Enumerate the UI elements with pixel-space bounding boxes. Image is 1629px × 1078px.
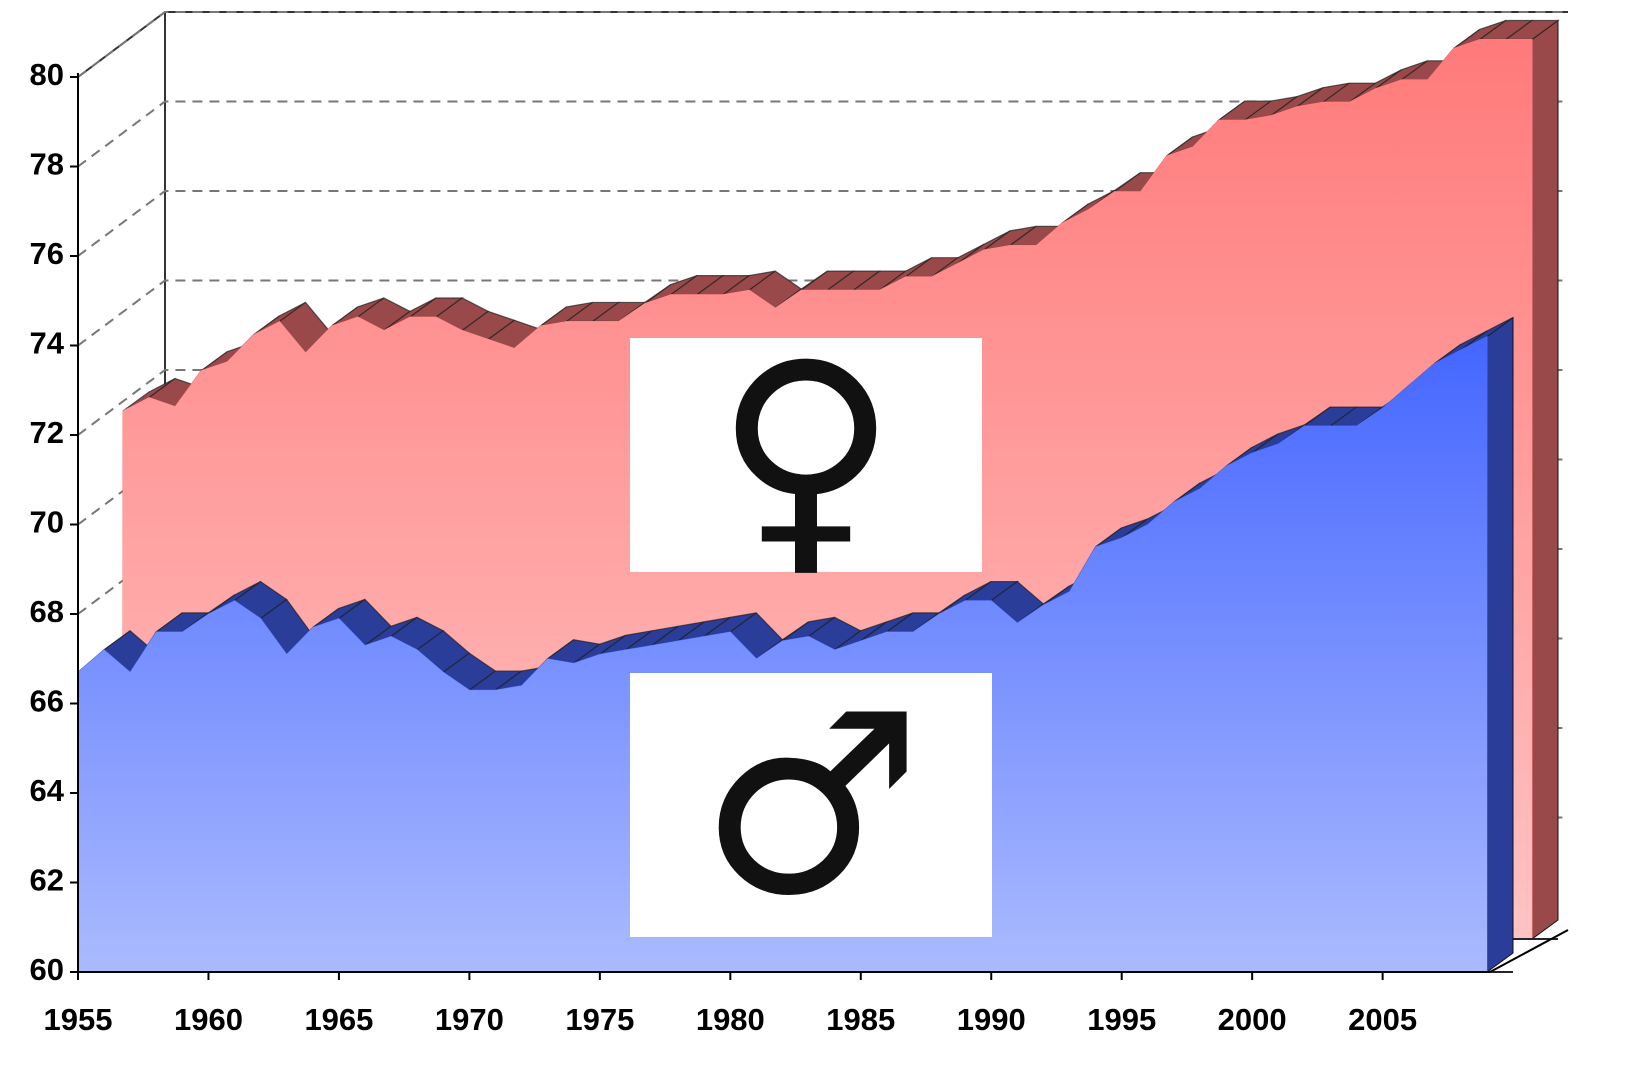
area-side-face (1486, 316, 1514, 973)
legend-symbol: ♂ (699, 660, 923, 951)
x-tick-label: 2000 (1218, 1002, 1287, 1037)
x-tick-label: 1990 (957, 1002, 1026, 1037)
x-tick-label: 1960 (174, 1002, 243, 1037)
y-tick-label: 66 (30, 684, 64, 719)
x-tick-label: 1975 (565, 1002, 634, 1037)
y-tick-label: 72 (30, 415, 64, 450)
y-tick-label: 62 (30, 863, 64, 898)
grid-line (77, 100, 1568, 168)
legend-box (630, 673, 992, 937)
area-shading (78, 336, 1487, 972)
legend-symbol: ♀ (714, 310, 897, 601)
legend-box (630, 338, 982, 572)
y-tick-label: 60 (30, 952, 64, 987)
y-tick-label: 76 (30, 236, 64, 271)
y-tick-label: 68 (30, 594, 64, 629)
x-tick-label: 1985 (826, 1002, 895, 1037)
x-tick-label: 2005 (1348, 1002, 1417, 1037)
x-tick-label: 1965 (304, 1002, 373, 1037)
y-tick-label: 74 (30, 326, 65, 361)
area-side-face (1531, 19, 1559, 940)
y-tick-label: 78 (30, 147, 64, 182)
x-tick-label: 1970 (435, 1002, 504, 1037)
x-tick-label: 1980 (696, 1002, 765, 1037)
floor-edge (1489, 929, 1569, 973)
y-tick-label: 80 (30, 57, 64, 92)
series (77, 316, 1514, 973)
grid-line (77, 190, 1568, 257)
grid-line (77, 11, 1568, 78)
x-tick-label: 1995 (1087, 1002, 1156, 1037)
y-tick-label: 70 (30, 505, 64, 540)
y-tick-label: 64 (30, 773, 65, 808)
x-tick-label: 1955 (44, 1002, 113, 1037)
